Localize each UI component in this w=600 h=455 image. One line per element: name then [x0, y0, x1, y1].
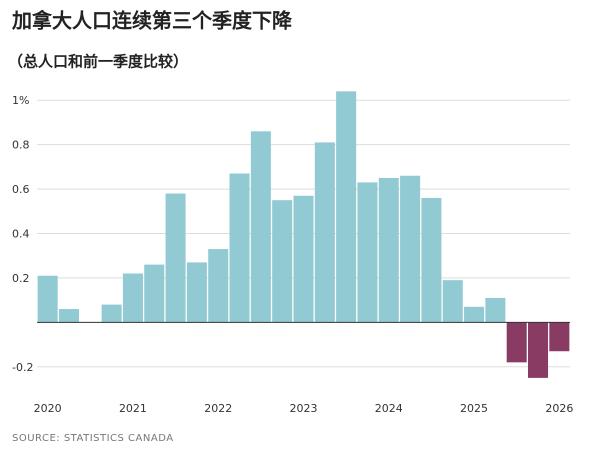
chart-subtitle: （总人口和前一季度比较） — [8, 53, 188, 71]
bar — [527, 322, 549, 378]
source: SOURCE: STATISTICS CANADA — [12, 433, 174, 444]
x-tick-label: 2021 — [119, 402, 147, 415]
bar — [357, 182, 378, 323]
bar — [442, 280, 463, 323]
bar — [250, 131, 271, 323]
bar — [400, 175, 421, 323]
bar — [336, 91, 357, 323]
bar — [421, 197, 442, 323]
y-tick-label: 0.8 — [12, 139, 30, 152]
y-tick-label: 0.4 — [12, 228, 30, 241]
y-tick-label: 1% — [12, 94, 29, 107]
x-tick-label: 2022 — [204, 402, 232, 415]
bar — [293, 195, 314, 323]
y-tick-label: -0.2 — [12, 361, 33, 374]
bar — [229, 173, 250, 323]
y-tick-label: 0.2 — [12, 272, 30, 285]
bar — [37, 275, 58, 323]
x-tick-label: 2020 — [34, 402, 62, 415]
x-tick-label: 2024 — [375, 402, 403, 415]
bar — [485, 297, 506, 323]
bar — [549, 322, 570, 352]
bar — [506, 322, 527, 363]
bar — [58, 309, 80, 323]
x-tick-label: 2023 — [290, 402, 318, 415]
bar — [378, 177, 399, 323]
bar — [165, 193, 186, 323]
y-tick-label: 0.6 — [12, 183, 30, 196]
x-tick-label: 2026 — [545, 402, 573, 415]
bar — [464, 306, 485, 323]
bar — [101, 304, 122, 323]
chart-title: 加拿大人口连续第三个季度下降 — [11, 9, 293, 33]
bar — [186, 262, 207, 323]
bar — [208, 249, 229, 323]
bar — [314, 142, 335, 323]
bar — [122, 273, 143, 323]
x-tick-label: 2025 — [460, 402, 488, 415]
bar — [144, 264, 165, 323]
bar — [272, 200, 293, 323]
